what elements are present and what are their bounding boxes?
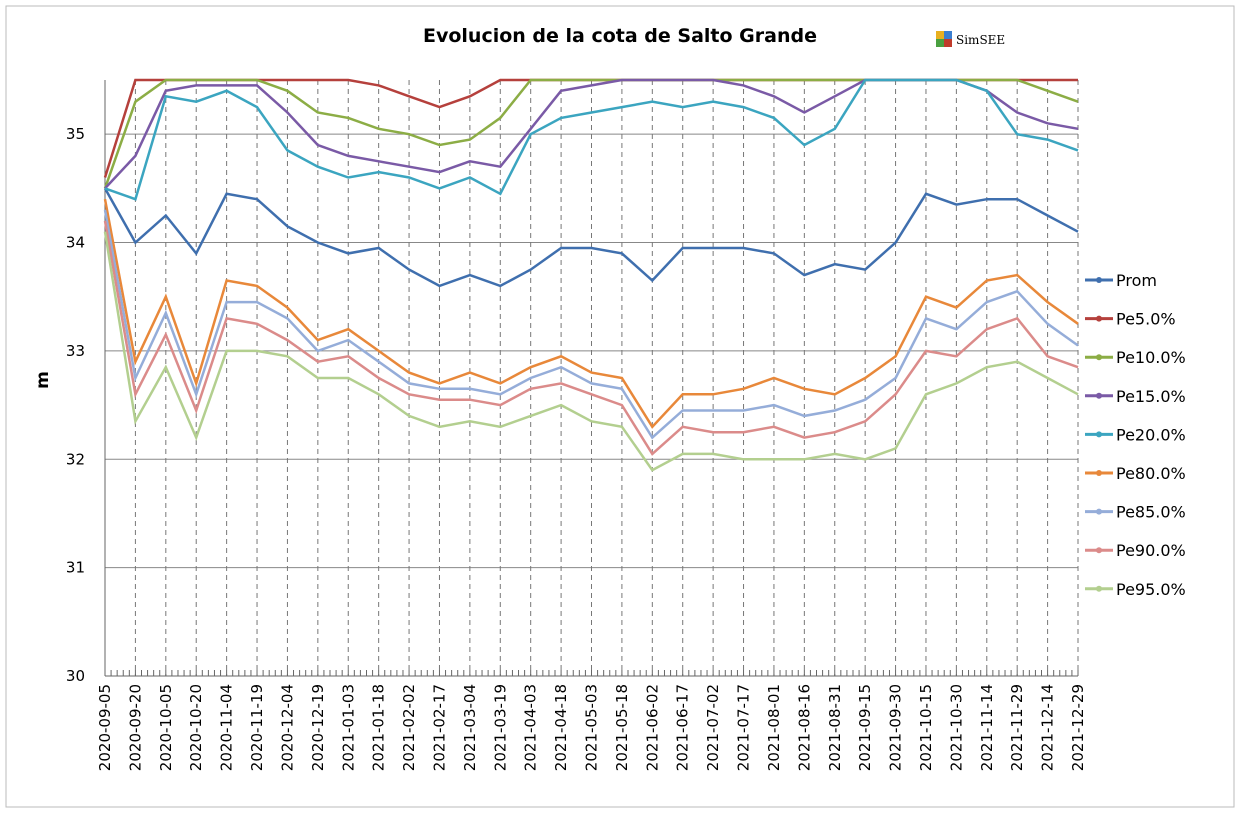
legend-label: Prom bbox=[1116, 271, 1157, 290]
series-line bbox=[103, 220, 1079, 456]
x-tick-label: 2020-12-04 bbox=[278, 684, 296, 771]
x-tick-label: 2021-11-14 bbox=[978, 684, 996, 771]
legend-marker bbox=[1096, 354, 1102, 361]
y-axis-label: m bbox=[33, 371, 53, 389]
x-tick-label: 2020-10-20 bbox=[187, 684, 205, 771]
x-tick-label: 2021-04-03 bbox=[522, 684, 540, 771]
x-tick-label: 2021-02-17 bbox=[430, 684, 448, 771]
legend-label: Pe20.0% bbox=[1116, 425, 1186, 444]
x-tick-label: 2020-09-20 bbox=[126, 684, 144, 771]
x-tick-label: 2021-07-17 bbox=[735, 684, 753, 771]
x-tick-label: 2021-08-31 bbox=[826, 684, 844, 771]
legend-label: Pe85.0% bbox=[1116, 503, 1186, 522]
legend-marker bbox=[1096, 470, 1102, 476]
y-tick-label: 33 bbox=[66, 342, 85, 360]
x-tick-label: 2020-11-19 bbox=[248, 684, 266, 771]
x-tick-label: 2021-08-16 bbox=[795, 684, 813, 771]
series-line bbox=[103, 198, 1079, 429]
x-tick-label: 2021-02-02 bbox=[400, 684, 418, 771]
y-tick-label: 35 bbox=[66, 125, 85, 143]
legend-label: Pe90.0% bbox=[1116, 541, 1186, 560]
x-tick-label: 2021-03-04 bbox=[461, 684, 479, 771]
x-tick-label: 2021-10-30 bbox=[947, 684, 965, 771]
x-tick-label: 2021-03-19 bbox=[491, 684, 509, 771]
y-tick-label: 32 bbox=[66, 450, 85, 468]
legend-marker bbox=[1096, 277, 1102, 283]
y-tick-label: 34 bbox=[66, 234, 85, 252]
legend-label: Pe10.0% bbox=[1116, 348, 1186, 367]
y-tick-label: 30 bbox=[66, 667, 85, 685]
chart-title: Evolucion de la cota de Salto Grande bbox=[423, 25, 817, 47]
logo-square bbox=[944, 39, 952, 47]
x-tick-label: 2021-01-18 bbox=[370, 684, 388, 771]
legend-label: Pe15.0% bbox=[1116, 387, 1186, 406]
x-tick-label: 2020-10-05 bbox=[157, 684, 175, 771]
x-tick-label: 2021-09-30 bbox=[887, 684, 905, 771]
legend-marker bbox=[1096, 315, 1102, 322]
logo-square bbox=[936, 39, 944, 47]
x-tick-label: 2020-12-19 bbox=[309, 684, 327, 771]
x-tick-label: 2020-09-05 bbox=[96, 684, 114, 771]
y-tick-label: 31 bbox=[66, 559, 85, 577]
logo: SimSEE bbox=[936, 31, 1005, 47]
legend-label: Pe80.0% bbox=[1116, 464, 1186, 483]
x-tick-label: 2021-01-03 bbox=[339, 684, 357, 771]
x-tick-label: 2021-09-15 bbox=[856, 684, 874, 771]
x-tick-label: 2021-08-01 bbox=[765, 684, 783, 771]
legend-marker bbox=[1096, 392, 1102, 399]
legend-marker bbox=[1096, 547, 1102, 554]
legend-label: Pe5.0% bbox=[1116, 310, 1176, 329]
legend-marker bbox=[1096, 431, 1102, 438]
x-tick-label: 2021-04-18 bbox=[552, 684, 570, 771]
series-line bbox=[103, 187, 1079, 288]
legend-label: Pe95.0% bbox=[1116, 580, 1186, 599]
series-line bbox=[103, 231, 1079, 472]
x-tick-label: 2021-06-17 bbox=[674, 684, 692, 771]
x-tick-label: 2021-06-02 bbox=[643, 684, 661, 771]
x-tick-label: 2021-10-15 bbox=[917, 684, 935, 771]
x-tick-label: 2021-05-18 bbox=[613, 684, 631, 771]
x-tick-label: 2021-05-03 bbox=[583, 684, 601, 771]
legend-marker bbox=[1096, 585, 1102, 592]
x-tick-label: 2020-11-04 bbox=[218, 684, 236, 771]
series-line bbox=[104, 78, 1079, 201]
x-tick-label: 2021-07-02 bbox=[704, 684, 722, 771]
logo-square bbox=[944, 31, 952, 39]
legend-marker bbox=[1096, 508, 1102, 515]
series-line bbox=[103, 209, 1079, 440]
x-tick-label: 2021-12-14 bbox=[1039, 684, 1057, 771]
logo-square bbox=[936, 31, 944, 39]
x-tick-label: 2021-12-29 bbox=[1069, 684, 1087, 771]
logo-text: SimSEE bbox=[956, 33, 1005, 47]
x-tick-label: 2021-11-29 bbox=[1008, 684, 1026, 771]
